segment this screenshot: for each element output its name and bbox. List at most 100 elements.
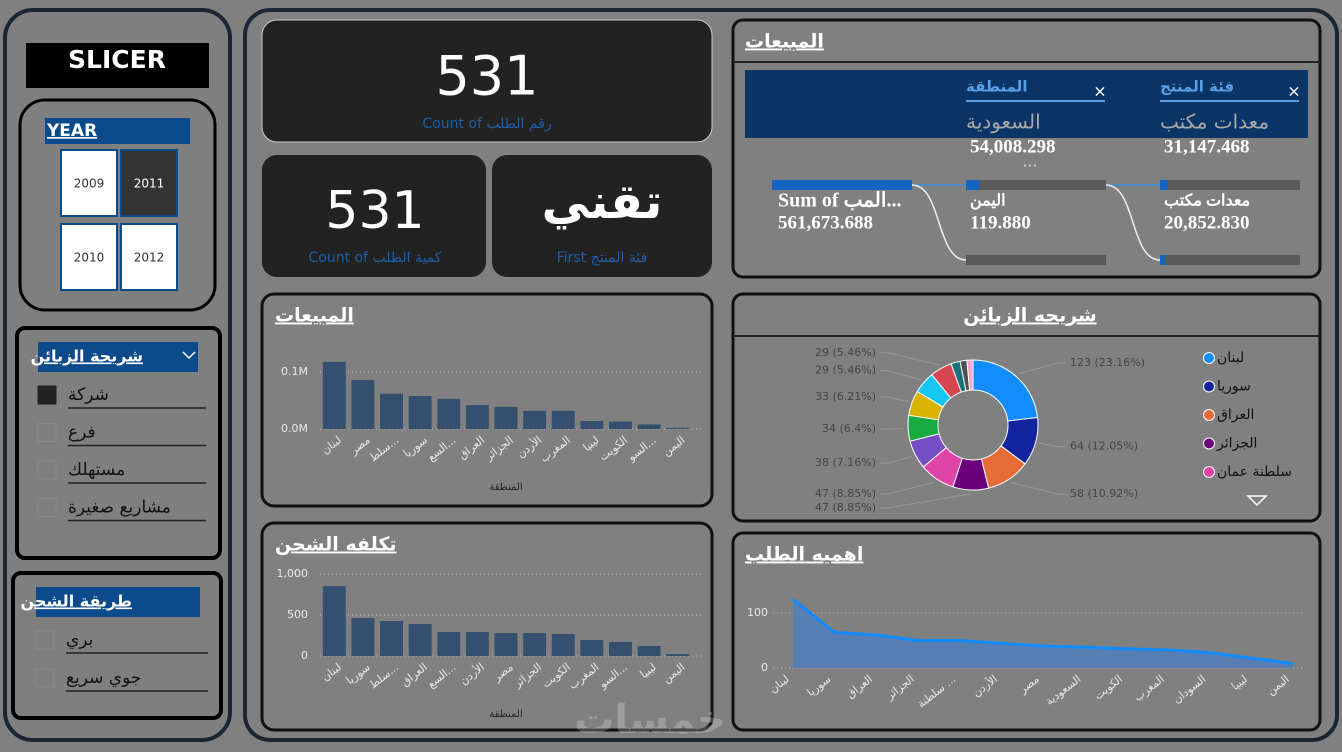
leader-line (1018, 362, 1066, 374)
segment-title: شريحة الزبائن (31, 347, 143, 366)
leader-line (880, 481, 935, 495)
tree-bar (1160, 255, 1166, 265)
bar (609, 421, 632, 429)
data-label: 64 (12.05%) (1070, 440, 1138, 453)
tree-bar-track (1160, 180, 1300, 190)
data-label: 29 (5.46%) (815, 346, 876, 359)
bar (666, 654, 690, 656)
legend-swatch (1203, 352, 1215, 364)
data-label: 47 (8.85%) (815, 501, 876, 514)
leader-line (880, 427, 905, 430)
card-label: Count of كمية الطلب (309, 250, 442, 266)
bar (351, 380, 375, 429)
year-tile[interactable] (120, 149, 178, 217)
watermark: خمسات (574, 697, 726, 743)
y-tick-label: 0.0M (281, 422, 308, 435)
leader-line (1011, 482, 1066, 495)
year-tile-label: 2012 (134, 251, 165, 265)
leader-line (880, 352, 940, 366)
leader-line (880, 370, 921, 381)
bar (380, 393, 403, 429)
segment-header (38, 342, 198, 372)
data-label: 33 (6.21%) (815, 390, 876, 403)
tree-selected: معدات مكتب (1160, 110, 1269, 134)
tree-selection-band (745, 70, 1308, 138)
year-header (45, 118, 190, 144)
y-tick-label: 500 (287, 608, 308, 621)
card-label: First فئة المنتج (557, 250, 648, 266)
tree-node-value: 561,673.688 (778, 212, 873, 233)
data-label: 38 (7.16%) (815, 456, 876, 469)
year-tile[interactable] (60, 223, 118, 291)
close-icon[interactable]: × (1093, 82, 1106, 101)
chart-title: اهميه الطلب (745, 544, 863, 566)
y-tick-label: 1,000 (277, 567, 309, 580)
tree-node-label: اليمن (970, 193, 1006, 211)
data-label: 29 (5.46%) (815, 364, 876, 377)
checkbox[interactable] (37, 498, 57, 517)
checkbox[interactable] (35, 668, 55, 688)
year-tile[interactable] (60, 149, 118, 217)
tree-node-value: 119.880 (970, 212, 1031, 233)
chart-panel (260, 521, 714, 732)
bar (322, 586, 346, 656)
bar (637, 424, 661, 429)
card-value: 531 (325, 181, 424, 241)
checkbox[interactable] (37, 460, 57, 480)
bar (666, 427, 690, 429)
legend-label: سلطنة عمان (1217, 464, 1292, 480)
y-tick-label: 0.1M (281, 365, 308, 378)
checkbox-label: فرع (68, 423, 96, 443)
year-tile-label: 2010 (74, 251, 105, 265)
tree-bar (772, 180, 912, 190)
bar (551, 410, 575, 429)
dropdown-chevron[interactable] (182, 351, 196, 360)
bar (437, 632, 461, 656)
slicer-title: SLICER (68, 45, 166, 74)
year-slicer (18, 98, 217, 312)
data-label: 58 (10.92%) (1070, 487, 1138, 500)
checkbox[interactable] (35, 630, 55, 650)
checkbox[interactable] (37, 385, 57, 405)
bar (523, 410, 547, 429)
bar (637, 646, 661, 656)
tree-node-value: 54,008.298 (970, 136, 1056, 157)
slicer-header (26, 43, 209, 88)
close-icon[interactable]: × (1287, 82, 1300, 101)
legend-swatch (1203, 466, 1215, 478)
tree-selected: السعودية (966, 110, 1041, 134)
tree-node-value: 20,852.830 (1164, 212, 1250, 233)
year-title: YEAR (46, 121, 97, 141)
legend-swatch (1203, 380, 1215, 393)
bar (408, 395, 432, 429)
leader-line (880, 493, 971, 509)
checkbox-label: شركة (68, 385, 109, 405)
legend-label: الجزائر (1216, 436, 1257, 452)
bar (523, 633, 547, 656)
legend-swatch (1203, 437, 1215, 450)
chart-title: تكلفه الشحن (275, 534, 397, 556)
checkbox-label: جوي سريع (66, 668, 141, 688)
line (792, 598, 1294, 666)
chart-title: شريحه الزبائن (963, 305, 1096, 327)
bar (408, 624, 432, 656)
year-tile[interactable] (120, 223, 178, 291)
chart-panel (731, 531, 1322, 732)
legend-scroll[interactable] (1246, 495, 1268, 507)
shipping-title: طريقة الشحن (20, 592, 132, 611)
bar (465, 405, 489, 429)
tree-connector (911, 184, 967, 261)
card-value: تقني (542, 174, 663, 230)
tree-connector (1105, 184, 1161, 261)
legend-swatch (1203, 409, 1215, 421)
shipping-header (36, 587, 200, 617)
bar (465, 632, 489, 656)
bar (580, 640, 604, 656)
donut-slice (966, 359, 974, 391)
tree-node-label: Sum of المب... (778, 190, 901, 212)
card (492, 155, 712, 277)
checkbox[interactable] (37, 423, 57, 442)
leader-line (1039, 442, 1066, 448)
tree-title: المبيعات (745, 31, 824, 53)
tree-level-title: المنطقة (966, 78, 1027, 96)
